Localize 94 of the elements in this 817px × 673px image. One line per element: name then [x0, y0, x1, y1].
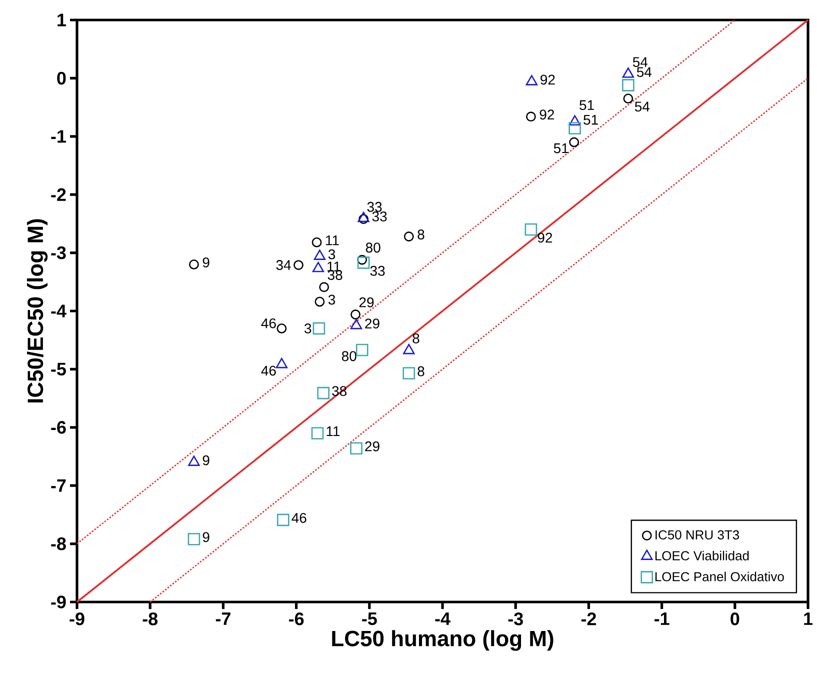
point	[276, 358, 288, 368]
y-tick-label: -1	[51, 130, 66, 143]
annotation: 54	[632, 57, 648, 67]
y-tick-label: 1	[58, 14, 66, 26]
annotation: 29	[365, 318, 380, 329]
annotation: 92	[538, 232, 552, 243]
point	[569, 137, 580, 148]
point	[356, 344, 368, 356]
point	[526, 75, 538, 86]
point	[568, 122, 581, 134]
annotation: 51	[580, 100, 594, 110]
x-tick-label: -8	[142, 612, 158, 626]
x-tick-label: -5	[362, 612, 377, 626]
annotation: 46	[292, 512, 306, 523]
x-tick-label: -4	[435, 612, 450, 625]
legend-label: IC50 NRU 3T3	[656, 530, 740, 540]
annotation: 92	[540, 74, 555, 85]
annotation: 9	[202, 257, 210, 268]
y-tick-label: -4	[51, 304, 66, 318]
point	[623, 94, 634, 104]
annotation: 3	[328, 294, 336, 305]
x-tick-label: -1	[654, 612, 670, 625]
x-tick-label: -7	[216, 612, 230, 625]
point	[311, 427, 324, 440]
point	[312, 262, 324, 272]
annotation: 33	[367, 202, 382, 212]
y-tick-label: -9	[51, 596, 66, 608]
annotation: 54	[634, 102, 650, 112]
point	[188, 532, 200, 546]
legend-label: LOEC Viabilidad	[655, 550, 749, 560]
annotation: 3	[304, 323, 312, 334]
x-tick-label: -3	[508, 612, 523, 626]
annotation: 3	[328, 249, 336, 260]
x-tick-label: -9	[70, 612, 84, 626]
point	[358, 214, 369, 224]
annotation: 9	[202, 532, 210, 542]
point	[622, 79, 634, 92]
x-tick-label: 0	[730, 612, 740, 626]
y-tick-label: -3	[51, 246, 66, 260]
y-tick-label: -2	[51, 188, 66, 201]
annotation: 29	[365, 441, 380, 452]
point	[350, 310, 360, 320]
annotation: 11	[326, 426, 340, 436]
annotation: 46	[261, 318, 276, 328]
point	[622, 67, 634, 78]
annotation: 54	[636, 67, 652, 78]
point	[314, 296, 325, 307]
point	[524, 223, 538, 236]
point	[276, 324, 287, 334]
annotation: 92	[540, 110, 554, 120]
point	[526, 112, 536, 122]
y-tick-label: -7	[51, 479, 66, 492]
point	[404, 232, 414, 242]
annotation: 51	[554, 143, 568, 154]
y-tick-label: 0	[57, 72, 66, 85]
annotation: 51	[584, 114, 598, 125]
point	[357, 256, 370, 269]
annotation: 46	[261, 366, 276, 376]
annotation: 8	[418, 366, 424, 376]
x-tick-label: -6	[289, 612, 304, 626]
annotation: 80	[342, 351, 356, 362]
x-axis-title: LC50 humano (log M)	[332, 630, 554, 651]
point	[314, 250, 326, 260]
y-tick-label: -5	[51, 362, 66, 376]
point	[312, 322, 326, 335]
legend-label: LOEC Panel Oxidativo	[655, 572, 784, 582]
y-tick-label: -6	[51, 421, 66, 434]
annotation: 29	[359, 297, 374, 308]
point	[350, 442, 362, 455]
point	[312, 237, 322, 248]
y-tick-label: -8	[51, 537, 66, 550]
point	[350, 318, 362, 330]
x-tick-label: -2	[581, 612, 596, 626]
point	[294, 260, 304, 270]
annotation: 9	[202, 455, 210, 466]
point	[188, 456, 200, 466]
point	[402, 367, 416, 380]
point	[189, 259, 199, 270]
annotation: 34	[276, 260, 291, 270]
point	[317, 386, 330, 400]
y-axis-title: IC50/EC50 (log M)	[26, 219, 48, 402]
annotation: 8	[418, 230, 424, 240]
point	[276, 514, 290, 526]
annotation: 80	[366, 242, 380, 253]
annotation: 8	[412, 333, 420, 344]
annotation: 33	[370, 266, 385, 276]
annotation: 11	[326, 236, 339, 246]
point	[319, 282, 330, 292]
point	[568, 115, 581, 126]
point	[358, 212, 370, 222]
point	[357, 254, 368, 265]
point	[403, 344, 415, 354]
x-tick-label: 1	[804, 612, 813, 625]
annotation: 33	[372, 211, 387, 222]
